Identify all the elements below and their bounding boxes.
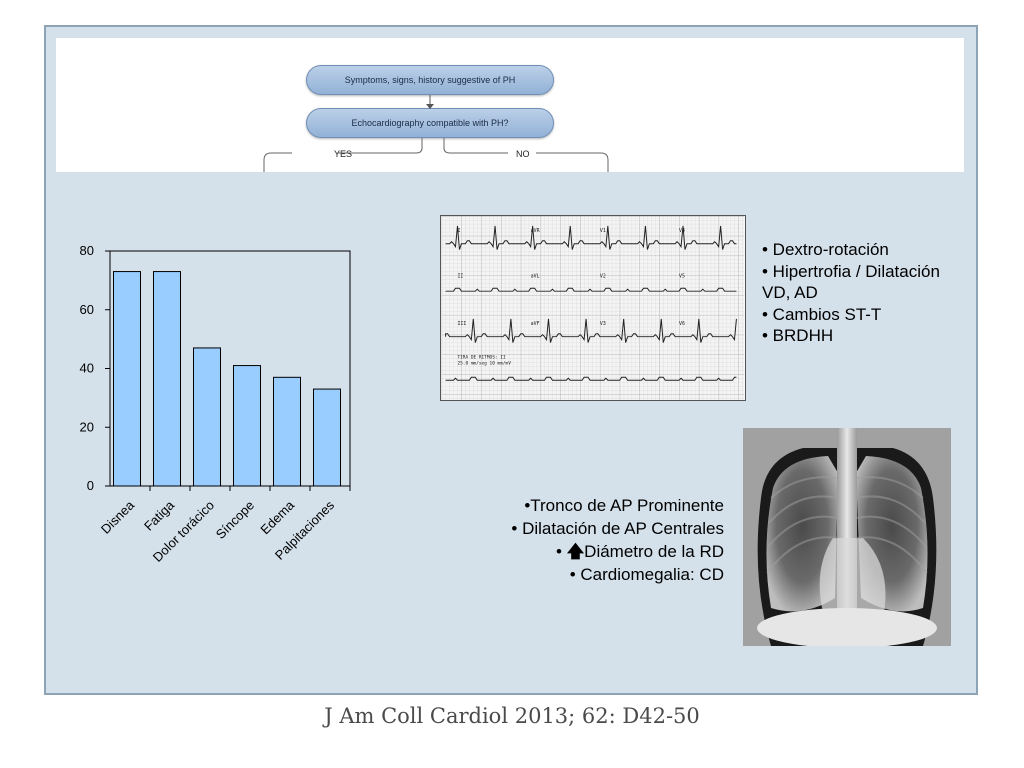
xray-finding-item: • Cardiomegalia: CD [569,565,724,584]
ecg-lead-label: V3 [600,321,606,327]
citation: J Am Coll Cardiol 2013; 62: D42-50 [324,704,700,728]
ecg-lead-label: aVF [531,321,540,327]
bar-síncope [233,365,261,487]
y-tick-label: 80 [80,243,94,258]
ecg-lead-label: V1 [600,228,606,234]
ecg-lead-label: V6 [679,321,685,327]
flowchart-area: Symptoms, signs, history suggestive of P… [56,38,964,172]
x-category-label: Síncope [213,498,257,542]
bar-palpitaciones [313,388,341,487]
ecg-lead-label: III [457,321,466,327]
bullet: • [556,542,567,561]
xray-finding-item: • Dilatación de AP Centrales [511,519,724,538]
ecg-speed-label: 25.0 mm/seg 10 mm/mV [457,360,511,366]
ecg-trace [445,287,737,292]
xray-finding-item: •Tronco de AP Prominente [524,496,724,515]
flowchart-connectors [263,95,609,172]
ecg-lead-label: aVR [531,228,540,234]
ecg-lead-label: II [457,273,463,279]
flow-box-echocardiography: Echocardiography compatible with PH? [306,108,554,138]
ecg-finding-item: • BRDHH [762,326,834,345]
flow-box-symptoms: Symptoms, signs, history suggestive of P… [306,65,554,95]
xray-findings-list: •Tronco de AP Prominente • Dilatación de… [511,494,724,586]
chest-xray-image [743,428,951,646]
ecg-lead-label: V5 [679,273,685,279]
flow-arrowhead [426,104,434,109]
bar-dolor-torácico [193,347,221,487]
ecg-finding-item: • Hipertrofia / Dilatación VD, AD [762,261,940,303]
ecg-lead-label: V4 [679,228,685,234]
flow-no-label: NO [512,149,534,159]
ecg-lead-label: V2 [600,273,606,279]
xray-finding-item: • 🡅Diámetro de la RD [511,540,724,563]
flow-yes-connector [263,138,423,172]
ecg-trace [445,318,737,343]
y-tick-label: 40 [80,361,94,376]
ecg-findings-list: • Dextro-rotación • Hipertrofia / Dilata… [762,239,972,347]
y-tick-label: 0 [87,478,94,493]
ecg-finding-item: • Dextro-rotación [762,240,889,259]
bar-disnea [113,271,141,487]
ecg-lead-label: I [457,228,460,234]
flow-yes-label: YES [330,149,357,159]
flow-no-connector [443,138,609,172]
x-category-label: Disnea [98,497,138,537]
ecg-rhythm-label: TIRA DE RITMOS: II [457,354,505,360]
up-arrow-icon: 🡅 [566,542,585,561]
y-tick-label: 60 [80,302,94,317]
plot-frame [109,250,351,487]
y-tick-label: 20 [80,419,94,434]
bar-fatiga [153,271,181,487]
ecg-finding-item: • Cambios ST-T [762,304,882,324]
ecg-trace [445,225,737,250]
ecg-lead-label: aVL [531,273,540,279]
xray-finding-text: Diámetro de la RD [584,542,724,561]
ecg-trace [445,376,737,381]
x-category-label: Fatiga [141,497,178,534]
bar-edema [273,376,301,487]
